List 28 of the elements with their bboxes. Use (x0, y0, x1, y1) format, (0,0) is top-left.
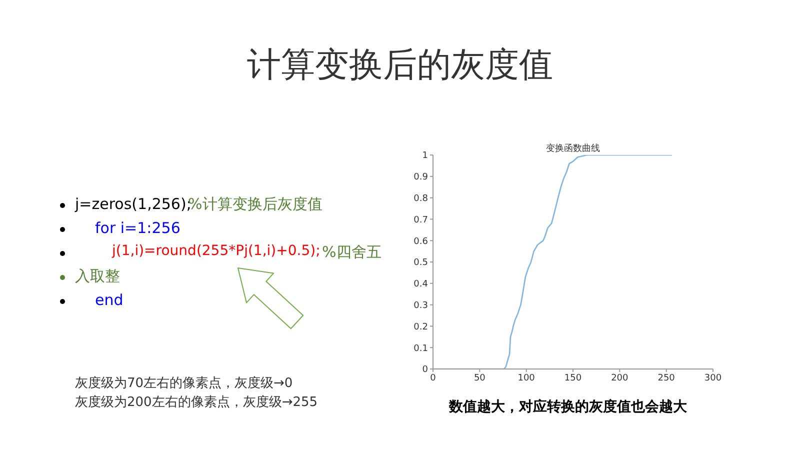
text: 数值越大，对应转换的灰度值也会越大 (449, 398, 687, 416)
text: for i=1:256 (95, 218, 180, 236)
text: 入取整 (75, 266, 120, 286)
text: %四舍五 (322, 242, 382, 262)
x-tick-label: 50 (474, 373, 486, 384)
y-tick-label: 0.4 (414, 280, 428, 290)
y-tick-label: 0 (422, 365, 428, 376)
y-tick-label: 0.1 (414, 344, 428, 354)
y-tick-label: 0.7 (414, 215, 428, 226)
x-tick-label: 300 (704, 373, 722, 384)
text: j(1,i)=round(255*Pj(1,i)+0.5); (112, 243, 320, 260)
x-tick-label: 0 (430, 373, 436, 384)
y-tick-label: 0.3 (414, 300, 428, 311)
x-tick-label: 200 (611, 373, 629, 384)
y-tick-label: 0.8 (414, 194, 428, 204)
x-tick-label: 100 (518, 373, 536, 384)
text: end (95, 290, 124, 308)
x-tick-label: 250 (658, 373, 676, 384)
y-tick-label: 0.5 (414, 258, 428, 268)
chart-title: 计算变换后的灰度值 (246, 44, 554, 87)
y-tick-label: 0.9 (414, 172, 428, 183)
y-tick-label: 0.6 (414, 236, 428, 247)
text: 灰度级为200左右的像素点，灰度级→255 (75, 394, 318, 411)
chart-subtitle: 变换函数曲线 (545, 142, 601, 155)
x-tick-label: 150 (564, 373, 582, 384)
text: 灰度级为70左右的像素点，灰度级→0 (75, 374, 293, 392)
y-tick-label: 0.2 (414, 322, 428, 332)
y-tick-label: 1 (422, 151, 428, 162)
